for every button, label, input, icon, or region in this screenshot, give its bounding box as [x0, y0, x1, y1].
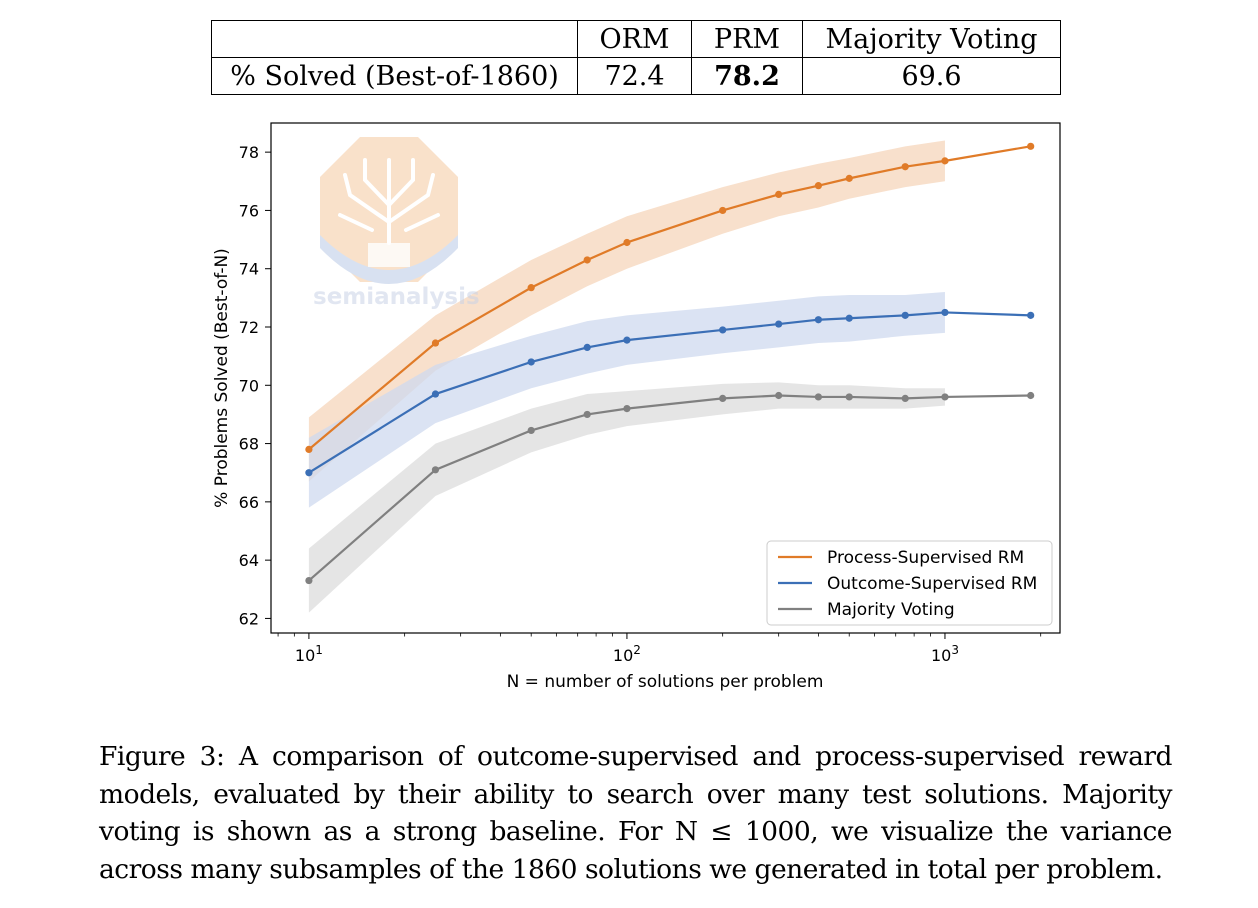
- process-supervised-rm-point: [901, 163, 909, 171]
- watermark-text: semianalysis: [313, 284, 480, 310]
- outcome-supervised-rm-point: [623, 336, 631, 344]
- outcome-supervised-rm-point: [1027, 311, 1035, 319]
- plot-frame: [270, 122, 1061, 634]
- majority-voting-point: [1027, 391, 1035, 400]
- figure-caption: Figure 3: A comparison of outcome-superv…: [99, 741, 1173, 885]
- process-supervised-rm-point: [775, 190, 783, 198]
- table-value-orm: 72.4: [577, 57, 692, 95]
- series-points: [305, 142, 1035, 585]
- results-table: ORM PRM Majority Voting % Solved (Best-o…: [211, 20, 1061, 95]
- majority-voting-point: [583, 410, 591, 419]
- y-tick-label: 64: [239, 551, 259, 570]
- semianalysis-watermark: semianalysis: [313, 137, 480, 310]
- y-axis: 62 64 66 68 70 72 74 76 78: [239, 143, 271, 628]
- majority-voting-variance-band: [308, 382, 945, 613]
- process-supervised-rm-line: [308, 145, 1031, 451]
- y-tick-label: 74: [239, 260, 259, 279]
- series-lines: [308, 145, 1031, 582]
- outcome-supervised-rm-point: [305, 469, 313, 477]
- outcome-supervised-rm-point: [901, 311, 909, 319]
- outcome-supervised-rm-point: [775, 320, 783, 328]
- legend-label: Outcome-Supervised RM: [827, 574, 1037, 594]
- x-tick-label: 103: [931, 643, 959, 665]
- y-tick-label: 66: [239, 493, 259, 512]
- table-row: % Solved (Best-of-1860) 72.4 78.2 69.6: [211, 57, 1061, 95]
- majority-voting-point: [814, 393, 823, 401]
- majority-voting-point: [901, 394, 909, 402]
- majority-voting-point: [719, 394, 727, 402]
- outcome-supervised-rm-point: [814, 316, 823, 324]
- majority-voting-line: [308, 394, 1031, 582]
- x-axis-label: N = number of solutions per problem: [507, 672, 824, 692]
- majority-voting-point: [845, 393, 853, 401]
- outcome-supervised-rm-point: [431, 390, 440, 398]
- process-supervised-rm-point: [305, 445, 313, 453]
- y-tick-label: 78: [239, 143, 259, 162]
- y-tick-label: 72: [239, 318, 259, 337]
- y-axis-label: % Problems Solved (Best-of-N): [212, 248, 232, 508]
- process-supervised-rm-point: [941, 157, 949, 165]
- y-tick-label: 70: [239, 376, 259, 395]
- process-supervised-rm-point: [845, 174, 853, 182]
- majority-voting-point: [775, 391, 783, 400]
- majority-voting-point: [527, 426, 535, 435]
- legend-box: [766, 540, 1053, 626]
- legend-label: Majority Voting: [827, 600, 955, 620]
- x-tick-label: 101: [295, 643, 323, 665]
- outcome-supervised-rm-point: [583, 343, 591, 351]
- watermark-swoosh: [320, 235, 458, 284]
- x-tick-label: 102: [613, 643, 641, 665]
- x-axis: 101 102 103: [277, 633, 1042, 665]
- outcome-supervised-rm-point: [845, 314, 853, 322]
- process-supervised-rm-point: [431, 339, 440, 347]
- majority-voting-point: [941, 393, 949, 401]
- outcome-supervised-rm-point: [941, 308, 949, 317]
- majority-voting-point: [431, 466, 440, 474]
- process-supervised-rm-point: [527, 284, 535, 292]
- legend: Process-Supervised RM Outcome-Supervised …: [766, 540, 1053, 626]
- process-supervised-rm-point: [623, 238, 631, 247]
- legend-label: Process-Supervised RM: [827, 548, 1024, 568]
- majority-voting-point: [623, 405, 631, 413]
- outcome-supervised-rm-point: [527, 358, 535, 366]
- outcome-supervised-rm-variance-band: [308, 292, 945, 508]
- process-supervised-rm-point: [1027, 142, 1035, 150]
- process-supervised-rm-point: [814, 182, 823, 190]
- process-supervised-rm-point: [719, 206, 727, 215]
- table-row-label: % Solved (Best-of-1860): [211, 57, 578, 95]
- majority-voting-point: [305, 576, 313, 585]
- y-tick-label: 76: [239, 201, 259, 220]
- process-supervised-rm-point: [583, 256, 591, 264]
- outcome-supervised-rm-point: [719, 326, 727, 334]
- table-value-majority-voting: 69.6: [802, 57, 1061, 95]
- table-header-majority-voting: Majority Voting: [802, 20, 1061, 58]
- variance-bands: [308, 140, 945, 613]
- watermark-chip: [368, 243, 410, 267]
- watermark-tree-icon: [338, 158, 440, 245]
- outcome-supervised-rm-line: [308, 311, 1031, 474]
- y-tick-label: 68: [239, 435, 259, 454]
- process-supervised-rm-variance-band: [308, 140, 945, 482]
- table-value-prm: 78.2: [691, 57, 803, 95]
- y-tick-label: 62: [239, 609, 259, 628]
